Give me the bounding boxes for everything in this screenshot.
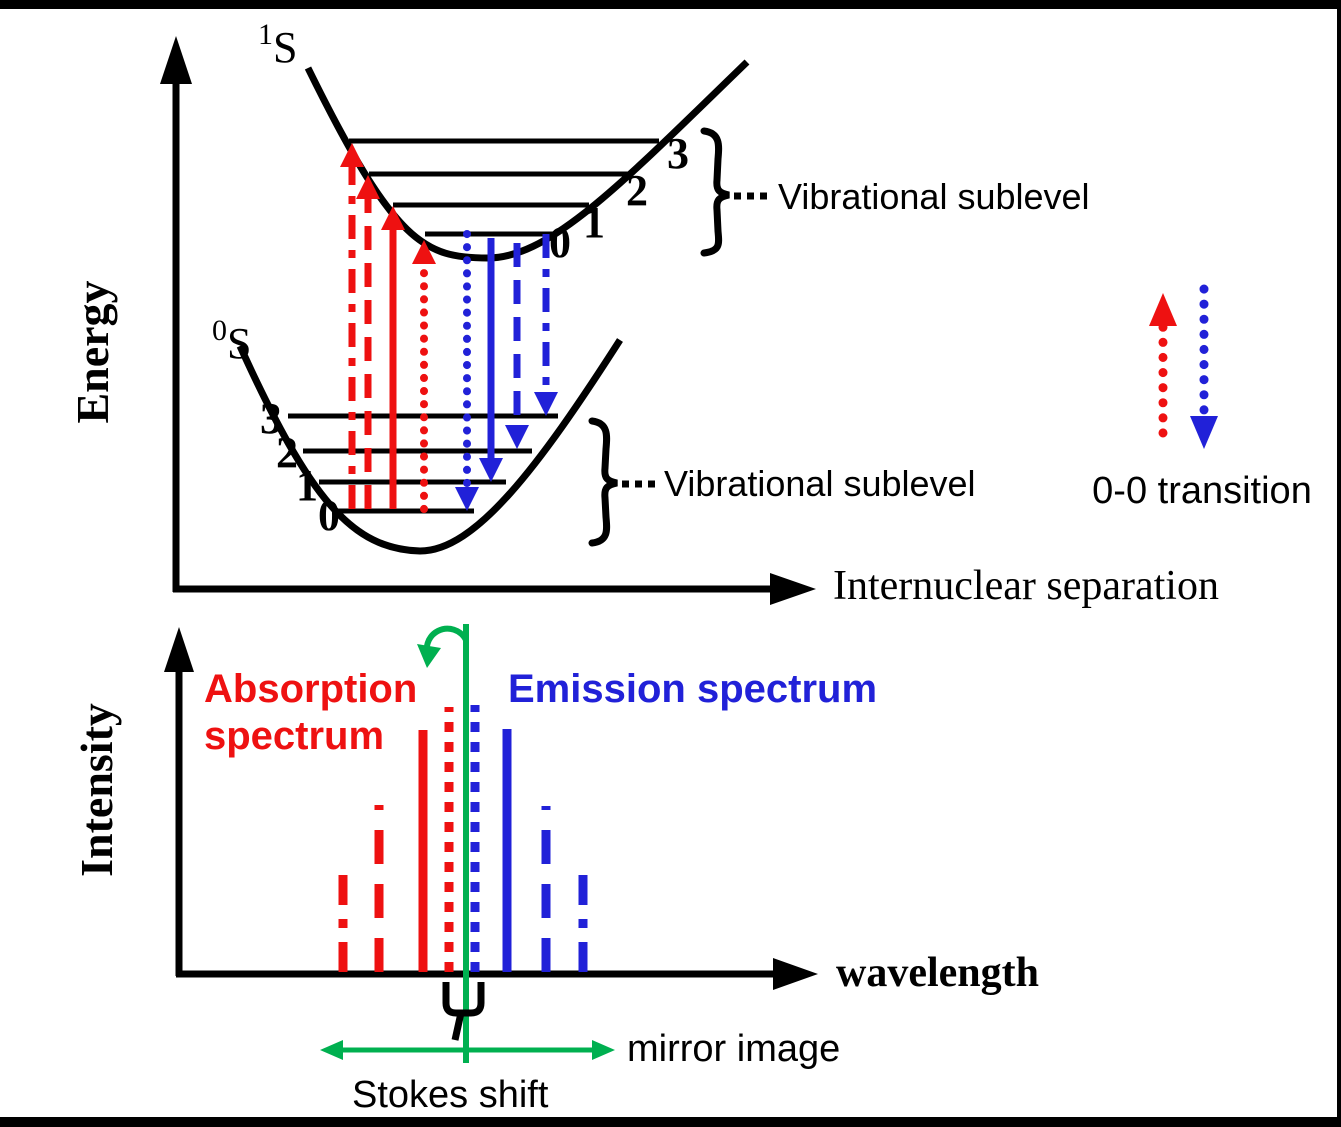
state-label-excited: 1S	[258, 18, 297, 72]
mirror-image-arrowhead-right-icon	[592, 1040, 615, 1060]
absorption-transition-arrowhead-icon	[381, 206, 405, 230]
frame-border-right	[1337, 0, 1341, 1127]
state-label-excited-base: S	[273, 23, 297, 72]
mirror-image-arrowhead-left-icon	[320, 1040, 343, 1060]
upper-vibrational-brace	[700, 127, 730, 257]
zero-zero-gap-bracket	[442, 982, 485, 1041]
absorption-transition-arrowhead-icon	[340, 143, 364, 167]
intensity-axis-label: Intensity	[71, 703, 122, 877]
ground-state-curve	[236, 338, 623, 555]
lower-vibrational-brace	[588, 417, 618, 547]
mirror-image-label: mirror image	[627, 1028, 840, 1070]
emission-transition-arrowhead-icon	[505, 425, 529, 449]
energy-axis-arrowhead-icon	[160, 36, 192, 84]
legend-absorption-arrowhead-icon	[1149, 293, 1177, 326]
emission-transition-arrowhead-icon	[455, 487, 479, 511]
frame-border-bottom	[0, 1117, 1341, 1127]
intensity-axis-arrowhead-icon	[164, 627, 194, 672]
vibrational-level-number: 0	[549, 218, 571, 267]
absorption-spectrum-label-line2: spectrum	[204, 714, 384, 758]
stokes-shift-label: Stokes shift	[352, 1074, 549, 1116]
spectrum-chart: Intensity wavelength Absorption spectrum…	[71, 624, 1039, 1116]
wavelength-axis-label: wavelength	[836, 950, 1039, 996]
absorption-spectrum-label-line1: Absorption	[204, 667, 417, 711]
vibrational-note-upper: Vibrational sublevel	[778, 176, 1090, 217]
internuclear-axis-label: Internuclear separation	[833, 563, 1219, 609]
legend-label: 0-0 transition	[1092, 470, 1312, 512]
wavelength-axis-arrowhead-icon	[773, 958, 818, 990]
frame-border-top	[0, 0, 1341, 9]
absorption-transition-arrows	[340, 143, 436, 513]
state-label-ground: 0S	[212, 314, 251, 368]
legend-emission-arrowhead-icon	[1190, 416, 1218, 449]
vibrational-note-lower: Vibrational sublevel	[664, 463, 976, 504]
spectral-lines	[338, 705, 588, 972]
state-label-ground-base: S	[227, 319, 251, 368]
rotation-arrowhead-icon	[417, 644, 441, 668]
vibrational-level-number: 1	[296, 461, 318, 510]
absorption-transition-arrowhead-icon	[412, 240, 436, 264]
legend-0-0-transition: 0-0 transition	[1092, 284, 1312, 512]
energy-axis-label: Energy	[67, 280, 118, 423]
internuclear-axis-arrowhead-icon	[770, 573, 816, 605]
vibrational-level-number: 2	[276, 428, 298, 477]
vibrational-level-number: 1	[583, 198, 605, 247]
absorption-transition-arrowhead-icon	[356, 175, 380, 199]
vibrational-level-number: 3	[260, 394, 282, 443]
state-label-excited-sup: 1	[258, 18, 273, 51]
energy-diagram: Energy Internuclear separation 1S 0S 321…	[67, 18, 1219, 609]
emission-spectrum-label: Emission spectrum	[508, 667, 877, 711]
emission-transition-arrowhead-icon	[479, 458, 503, 482]
state-label-ground-sup: 0	[212, 314, 227, 347]
vibrational-level-number: 0	[318, 491, 340, 540]
vibrational-level-number: 2	[626, 166, 648, 215]
emission-transition-arrowhead-icon	[534, 392, 558, 416]
vibrational-level-number: 3	[667, 129, 689, 178]
emission-transition-arrows	[455, 230, 558, 511]
